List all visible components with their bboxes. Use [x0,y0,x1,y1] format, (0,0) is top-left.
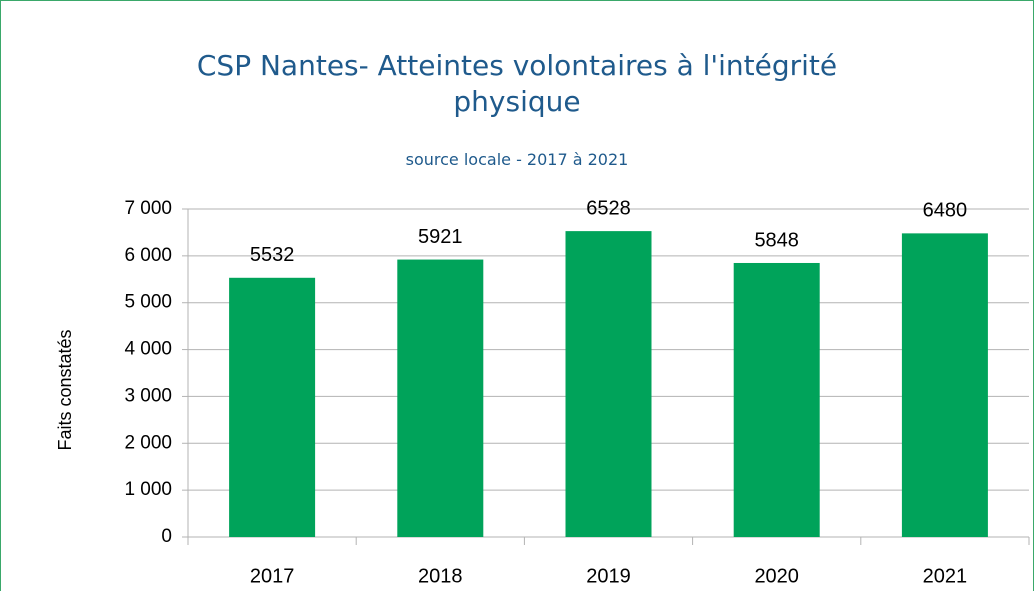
chart-title: CSP Nantes- Atteintes volontaires à l'in… [196,49,838,118]
bar [901,233,988,537]
value-label: 5848 [754,229,799,251]
x-tick-label: 2019 [586,565,631,587]
y-tick-label: 3 000 [124,385,172,406]
x-tick-label: 2020 [754,565,799,587]
y-tick-label: 6 000 [124,245,172,266]
value-label: 6480 [923,200,968,222]
x-tick-label: 2021 [923,565,968,587]
value-label: 5921 [418,226,463,248]
y-tick-label: 1 000 [124,479,172,500]
value-label: 6528 [586,197,631,219]
y-tick-label: 0 [161,526,172,547]
chart-subtitle: source locale - 2017 à 2021 [405,150,629,169]
y-tick-label: 2 000 [124,432,172,453]
y-tick-label: 7 000 [124,198,172,219]
bar [229,277,316,537]
value-label: 5532 [250,244,295,266]
x-tick-label: 2018 [418,565,463,587]
x-tick-label: 2017 [250,565,295,587]
y-axis-label: Faits constatés [55,329,75,450]
bar [733,262,820,537]
y-tick-label: 5 000 [124,292,172,313]
bar [565,231,652,537]
bar [397,259,484,537]
y-tick-label: 4 000 [124,339,172,360]
